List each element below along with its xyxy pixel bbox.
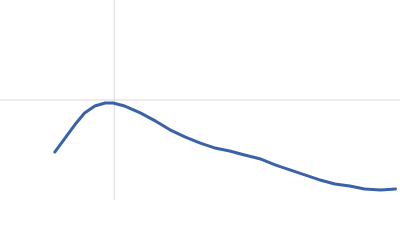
chart <box>0 0 400 200</box>
page: (() => { const data = JSON.parse(documen… <box>0 0 400 200</box>
data-line <box>53 101 397 192</box>
